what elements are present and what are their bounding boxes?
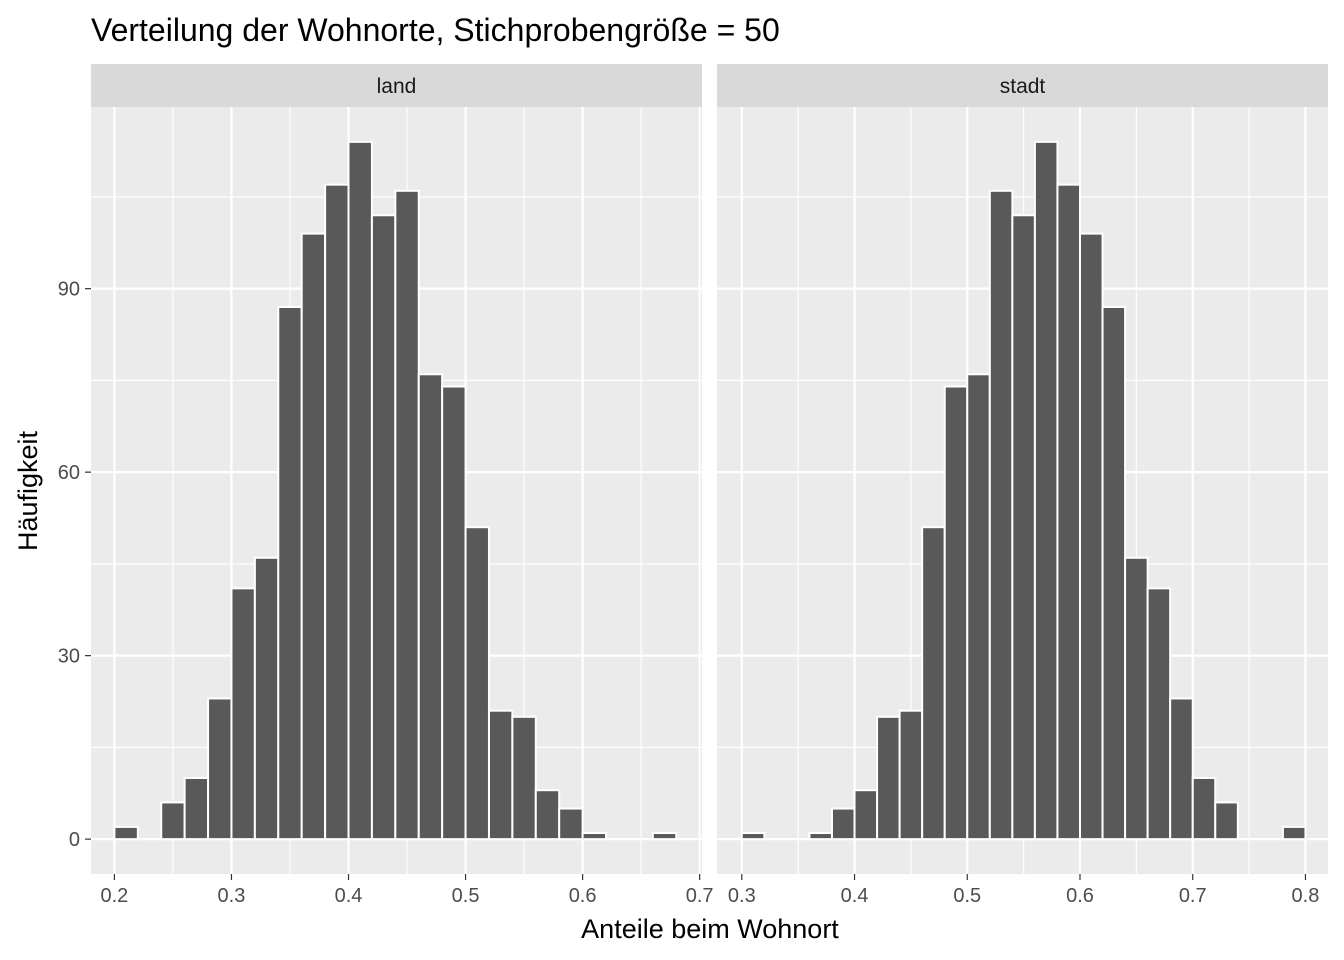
- histogram-bar: [988, 189, 1014, 841]
- x-tick-label: 0.6: [1066, 885, 1094, 907]
- histogram-bar: [113, 825, 139, 841]
- histogram-bar: [898, 709, 924, 841]
- histogram-bar: [1124, 556, 1149, 841]
- histogram-bar: [207, 697, 233, 841]
- histogram-bar: [417, 373, 444, 841]
- histogram-bar: [1146, 587, 1172, 841]
- facet-strip-label: stadt: [1000, 75, 1046, 98]
- histogram-bar: [441, 385, 467, 841]
- y-tick-label: 60: [58, 462, 80, 484]
- x-tick-label: 0.2: [101, 885, 129, 907]
- histogram-bar: [876, 715, 901, 841]
- x-tick-label: 0.7: [1179, 885, 1207, 907]
- histogram-bar: [230, 587, 256, 841]
- facet-panel-land: land 0.2 0.3 0.4 0.5 0.6 0.7 0 30 60 90: [58, 64, 714, 907]
- histogram-bar: [740, 832, 766, 841]
- facet-panel-stadt: stadt 0.3 0.4 0.5 0.6 0.7 0.8: [717, 64, 1328, 907]
- histogram-bar: [1011, 214, 1036, 841]
- histogram-bar: [1191, 776, 1217, 841]
- x-tick-label: 0.7: [686, 885, 714, 907]
- histogram-bar: [183, 776, 210, 841]
- histogram-bar: [1033, 140, 1059, 841]
- x-tick-label: 0.6: [569, 885, 597, 907]
- histogram-bar: [534, 789, 561, 841]
- histogram-bar: [808, 832, 833, 841]
- histogram-bar: [511, 715, 537, 841]
- histogram-bar: [558, 807, 584, 841]
- x-tick-label: 0.4: [335, 885, 363, 907]
- histogram-bar: [1101, 306, 1127, 841]
- facet-strip: [717, 64, 1328, 107]
- x-tick-label: 0.3: [218, 885, 246, 907]
- histogram-bar: [394, 189, 420, 841]
- y-tick-label: 30: [58, 646, 80, 668]
- histogram-bar: [370, 214, 397, 841]
- histogram-bar: [1169, 697, 1194, 841]
- histogram-bar: [581, 832, 608, 841]
- histogram-bar: [347, 140, 373, 841]
- y-tick-label: 90: [58, 279, 80, 301]
- y-axis-title: Häufigkeit: [13, 430, 43, 551]
- histogram-bar: [160, 801, 186, 841]
- histogram-bar: [830, 807, 856, 841]
- histogram-bar: [300, 232, 327, 841]
- chart-title: Verteilung der Wohnorte, Stichprobengröß…: [91, 12, 780, 48]
- histogram-bar: [324, 183, 350, 841]
- y-tick-label: 0: [69, 829, 80, 851]
- histogram-bar: [1214, 801, 1239, 841]
- x-tick-label: 0.8: [1292, 885, 1320, 907]
- histogram-bar: [277, 306, 303, 841]
- histogram-bar: [921, 526, 946, 841]
- facet-strip: [91, 64, 702, 107]
- histogram-bar: [1281, 825, 1307, 841]
- histogram-bar: [651, 832, 678, 841]
- histogram-bar: [253, 556, 280, 841]
- histogram-bar: [1078, 232, 1104, 841]
- histogram-bar: [966, 373, 991, 841]
- histogram-bar: [943, 385, 969, 841]
- histogram-bar: [853, 789, 879, 841]
- facet-panels: land 0.2 0.3 0.4 0.5 0.6 0.7 0 30 60 90 stadt 0.3 0.4…: [58, 64, 1328, 907]
- x-tick-label: 0.3: [728, 885, 756, 907]
- x-axis-title: Anteile beim Wohnort: [581, 914, 839, 944]
- histogram-bar: [487, 709, 514, 841]
- x-tick-label: 0.5: [452, 885, 480, 907]
- histogram-bar: [464, 526, 490, 841]
- x-tick-label: 0.5: [953, 885, 981, 907]
- facet-strip-label: land: [377, 75, 417, 98]
- histogram-bar: [1056, 183, 1081, 841]
- x-tick-label: 0.4: [841, 885, 869, 907]
